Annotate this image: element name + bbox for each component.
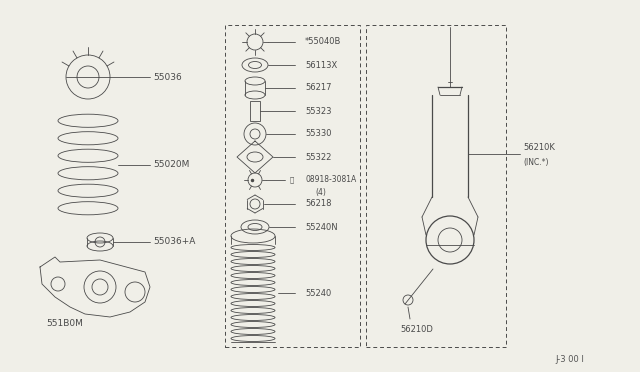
Text: 551B0M: 551B0M — [46, 320, 83, 328]
Bar — [250, 101, 260, 121]
Text: 55240N: 55240N — [305, 222, 338, 231]
Text: J-3 00 I: J-3 00 I — [555, 356, 584, 365]
Text: 56210D: 56210D — [400, 326, 433, 334]
Text: 56218: 56218 — [305, 199, 332, 208]
Text: 56113X: 56113X — [305, 61, 337, 70]
Text: 56210K: 56210K — [523, 144, 555, 153]
Text: (4): (4) — [315, 187, 326, 196]
Text: (INC.*): (INC.*) — [523, 157, 548, 167]
Text: 08918-3081A: 08918-3081A — [305, 176, 356, 185]
Text: 56217: 56217 — [305, 83, 332, 93]
Text: Ⓝ: Ⓝ — [290, 177, 294, 183]
Text: 55323: 55323 — [305, 106, 332, 115]
Text: 55036+A: 55036+A — [153, 237, 195, 247]
Text: 55036: 55036 — [153, 73, 182, 81]
Text: 55322: 55322 — [305, 153, 332, 161]
Bar — [366, 25, 506, 347]
Text: *55040B: *55040B — [305, 38, 341, 46]
Text: 55020M: 55020M — [153, 160, 189, 169]
Text: 55240: 55240 — [305, 289, 332, 298]
Bar — [225, 25, 360, 347]
Text: 55330: 55330 — [305, 129, 332, 138]
